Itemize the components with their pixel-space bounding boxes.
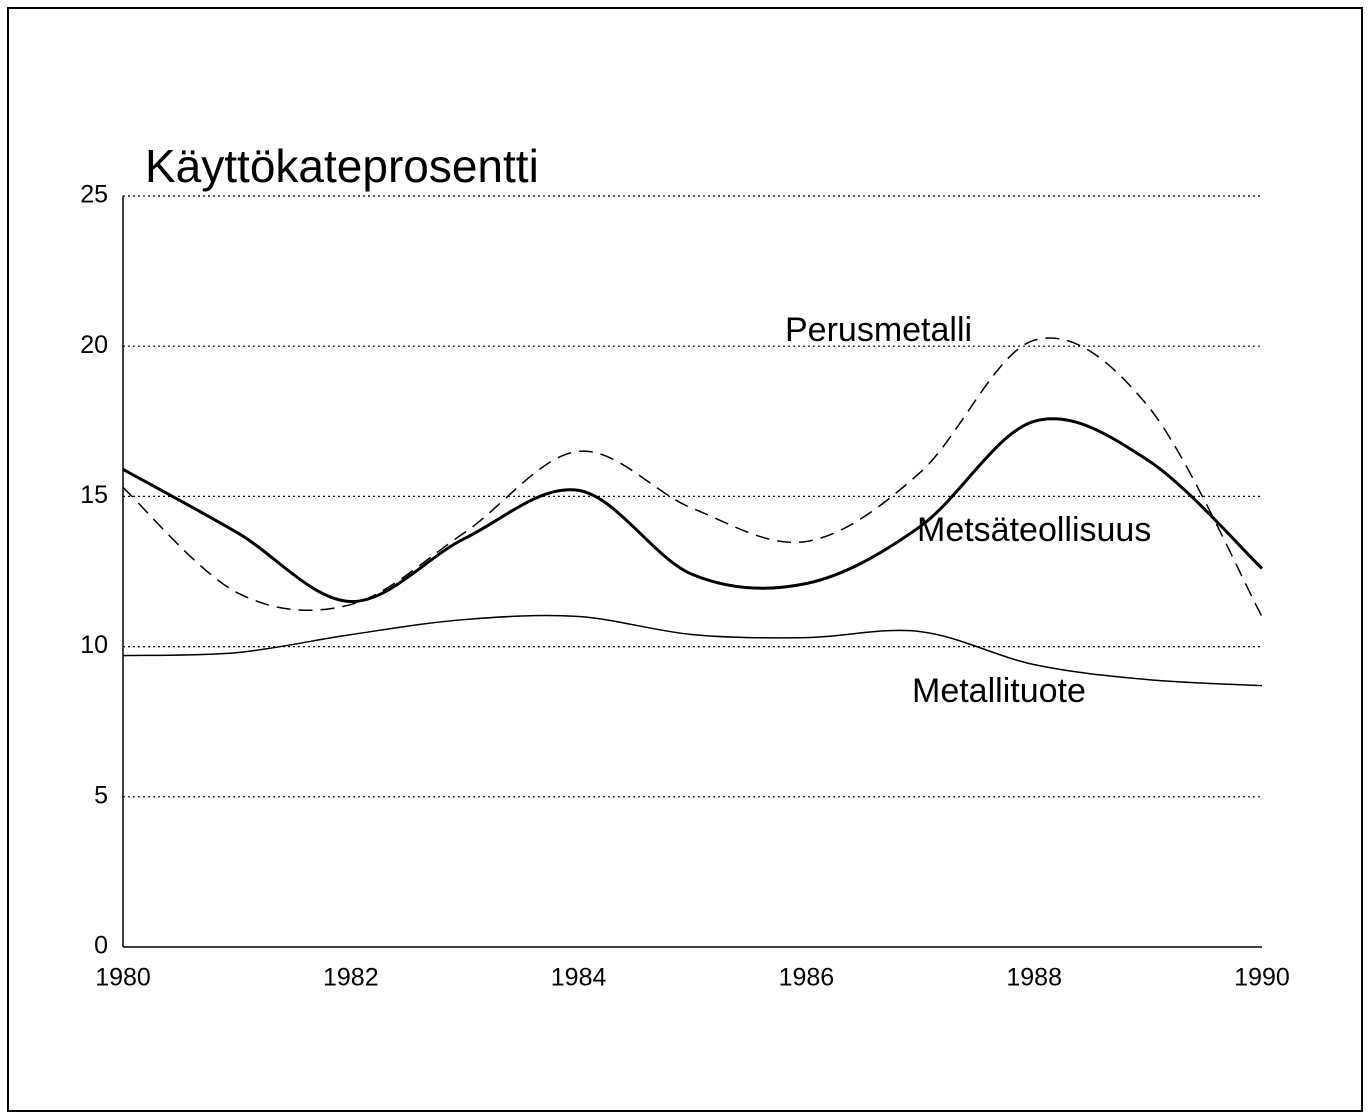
series-line: [122, 614, 1263, 687]
frame: [7, 7, 1363, 1112]
x-tick-label: 1982: [323, 964, 379, 992]
x-tick-label: 1988: [1006, 964, 1062, 992]
series-label: Perusmetalli: [785, 311, 972, 349]
x-tick-label: 1986: [779, 964, 835, 992]
y-tick-label: 25: [80, 181, 108, 209]
series-line: [122, 417, 1264, 604]
y-tick-label: 10: [80, 631, 108, 659]
x-tick-label: 1980: [95, 964, 151, 992]
y-tick-label: 0: [94, 932, 108, 960]
y-tick-label: 20: [80, 331, 108, 359]
x-tick-label: 1990: [1234, 964, 1290, 992]
series-line: [122, 337, 1263, 617]
x-tick-label: 1984: [551, 964, 607, 992]
series-label: Metallituote: [912, 672, 1086, 710]
y-tick-label: 5: [94, 781, 108, 809]
y-tick-label: 15: [80, 481, 108, 509]
series-label: Metsäteollisuus: [917, 511, 1151, 549]
chart-title: Käyttökateprosentti: [145, 140, 539, 192]
